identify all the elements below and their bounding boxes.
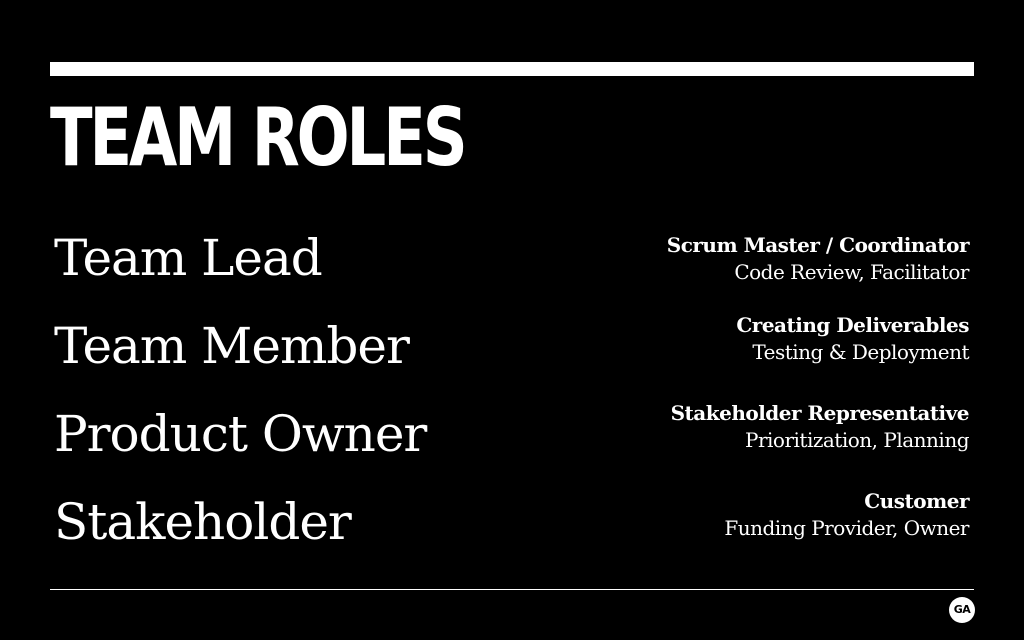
top-divider (50, 62, 974, 76)
role-primary-duty: Creating Deliverables (736, 313, 969, 337)
role-name-product-owner: Product Owner (54, 405, 427, 463)
role-primary-duty: Stakeholder Representative (670, 401, 970, 425)
role-name-team-lead: Team Lead (54, 229, 323, 287)
ga-logo-icon: GA (949, 597, 975, 623)
role-primary-duty: Customer (864, 489, 969, 513)
role-secondary-duty: Testing & Deployment (752, 340, 969, 364)
role-description-team-member: Creating Deliverables Testing & Deployme… (736, 312, 969, 366)
role-primary-duty: Scrum Master / Coordinator (666, 233, 970, 257)
role-secondary-duty: Funding Provider, Owner (724, 516, 969, 540)
role-description-stakeholder: Customer Funding Provider, Owner (724, 488, 969, 542)
slide-title: TEAM ROLES (50, 91, 468, 184)
role-description-team-lead: Scrum Master / Coordinator Code Review, … (666, 232, 970, 286)
role-secondary-duty: Prioritization, Planning (745, 428, 970, 452)
bottom-divider (50, 589, 974, 590)
role-name-team-member: Team Member (54, 317, 410, 375)
role-description-product-owner: Stakeholder Representative Prioritizatio… (670, 400, 970, 454)
role-name-stakeholder: Stakeholder (54, 493, 352, 551)
role-secondary-duty: Code Review, Facilitator (734, 260, 969, 284)
